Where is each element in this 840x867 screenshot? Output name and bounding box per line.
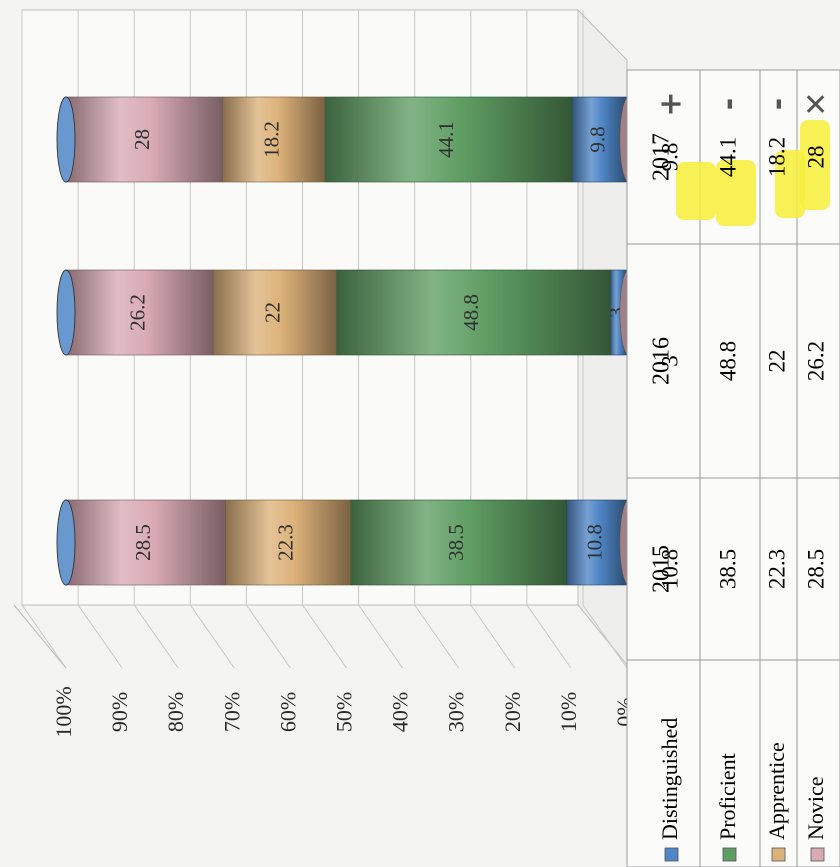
table-cell: 28.5 [803,549,828,589]
axis-tick-label: 20% [500,692,525,732]
bar-novice-2015 [65,499,226,586]
bar-apprentice-2017 [222,96,325,183]
table-header-2015: 2015 [649,545,675,593]
table-cell: 44.1 [715,137,740,177]
legend-swatch [664,847,679,862]
data-label: 18.2 [259,121,283,158]
axis-tick-label: 90% [107,692,132,732]
axis-tick-label: 30% [444,692,469,732]
gridline-floor [189,604,235,669]
axis-frame [13,604,67,669]
axis-tick-label: 50% [332,692,357,732]
bar-novice-2017 [65,96,223,183]
data-label: 22 [261,302,285,323]
data-label: 28 [130,129,154,150]
highlighter-mark [716,160,756,226]
table-cell: 22.3 [764,549,789,589]
data-label: 28.5 [131,524,155,561]
legend-label: Apprentice [764,742,789,840]
bar-cap-top [56,269,76,356]
handwritten-mark: + [654,91,689,116]
gridline-floor [414,604,460,669]
data-label: 3 [604,307,628,318]
gridline-floor [470,604,516,669]
axis-tick-label: 40% [388,692,413,732]
gridline-floor [582,604,628,669]
table-cell: 28 [803,146,828,169]
gridline-floor [245,604,291,669]
table-cell: 18.2 [764,137,789,177]
bar-distinguished-2015 [566,499,628,586]
gridline-floor [77,604,123,669]
legend-swatch [810,847,825,862]
bar-cap-top [56,96,76,183]
highlighter-mark [800,120,830,210]
legend-label: Novice [803,776,828,840]
handwritten-mark: - [761,98,796,110]
bar-cap-top [56,499,76,586]
legend-swatch [722,847,737,862]
data-label: 48.8 [459,294,483,331]
gridline-floor [358,604,404,669]
axis-tick-label: 80% [163,692,188,732]
data-label: 10.8 [583,524,607,561]
bar-proficient-2015 [350,499,567,586]
axis-tick-label: 10% [556,692,581,732]
gridline-floor [21,604,67,669]
table-cell: 26.2 [803,341,828,381]
gridline-floor [133,604,179,669]
table-cell: 10.8 [657,549,682,589]
highlighter-mark [775,150,805,218]
bar-apprentice-2015 [225,499,351,586]
handwritten-mark: - [712,98,747,110]
table-header-2017: 2017 [649,133,675,181]
table-cell: 48.8 [715,341,740,381]
legend-swatch [771,847,786,862]
handwritten-mark: ✕ [800,91,835,116]
gridline-floor [526,604,572,669]
gridline-floor [302,604,347,669]
legend-label: Proficient [715,753,740,840]
table-header-2016: 2016 [649,337,675,385]
data-label: 38.5 [444,524,468,561]
table-cell: 3 [657,355,682,367]
data-label: 26.2 [125,294,149,331]
axis-tick-label: 100% [51,686,76,737]
table-cell: 38.5 [715,549,740,589]
bar-apprentice-2016 [212,269,337,356]
axis-tick-label: 70% [219,692,244,732]
data-label: 22.3 [274,524,298,561]
axis-tick-label: 60% [275,692,300,732]
bar-proficient-2017 [324,96,573,183]
data-label: 44.1 [434,121,458,158]
table-cell: 9.8 [657,143,682,172]
table-cell: 22 [764,350,789,373]
data-label: 9.8 [585,126,609,152]
highlighter-mark [676,162,716,220]
legend-label: Distinguished [657,718,682,840]
bar-novice-2016 [65,269,214,356]
